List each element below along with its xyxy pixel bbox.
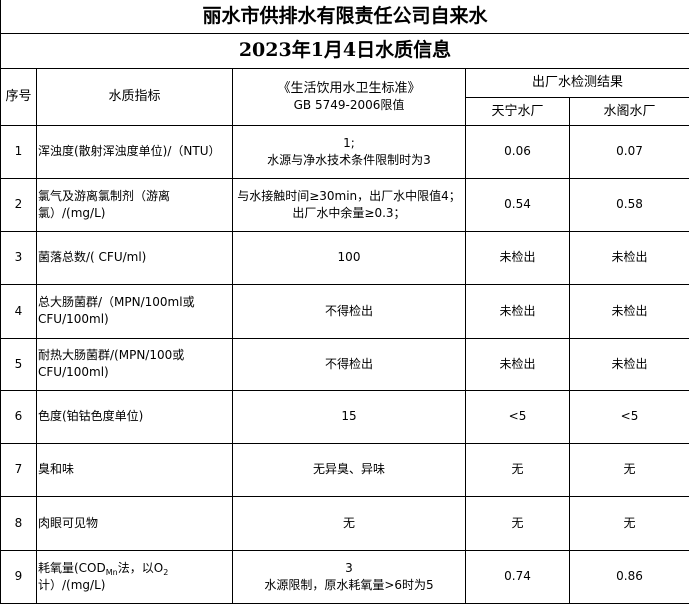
plant1-value: 未检出 [466, 338, 570, 390]
header-standard: 《生活饮用水卫生标准》GB 5749-2006限值 [233, 68, 466, 125]
standard-line: 1; [233, 135, 465, 152]
indicator-text: 计）/(mg/L) [38, 578, 105, 592]
indicator: 浑浊度(散射浑浊度单位)/（NTU） [37, 125, 233, 178]
row-number: 7 [1, 443, 37, 496]
plant1-value: 未检出 [466, 284, 570, 338]
subscript: Mn [106, 568, 118, 577]
header-results: 出厂水检测结果 [466, 68, 689, 97]
header-plant2: 水阁水厂 [570, 97, 689, 125]
table-row: 2 氯气及游离氯制剂（游离氯）/(mg/L) 与水接触时间≥30min，出厂水中… [1, 178, 689, 231]
row-number: 4 [1, 284, 37, 338]
table-row: 3 菌落总数/( CFU/ml) 100 未检出 未检出 [1, 231, 689, 284]
header-indicator: 水质指标 [37, 68, 233, 125]
standard-limit: 无 [233, 496, 466, 550]
page-title: 丽水市供排水有限责任公司自来水 [1, 0, 689, 33]
indicator: 色度(铂钴色度单位) [37, 390, 233, 443]
plant2-value: 未检出 [570, 284, 689, 338]
subscript: 2 [163, 568, 168, 577]
plant2-value: 未检出 [570, 338, 689, 390]
standard-name: 《生活饮用水卫生标准》 [233, 80, 465, 97]
plant2-value: <5 [570, 390, 689, 443]
row-number: 6 [1, 390, 37, 443]
row-number: 1 [1, 125, 37, 178]
table-row: 8 肉眼可见物 无 无 无 [1, 496, 689, 550]
standard-line: 3 [233, 560, 465, 577]
page-subtitle: 2023年1月4日水质信息 [1, 33, 689, 68]
standard-code: GB 5749-2006限值 [233, 97, 465, 114]
indicator: 氯气及游离氯制剂（游离氯）/(mg/L) [37, 178, 233, 231]
plant1-value: 无 [466, 443, 570, 496]
header-plant1: 天宁水厂 [466, 97, 570, 125]
plant1-value: <5 [466, 390, 570, 443]
plant2-value: 无 [570, 496, 689, 550]
standard-limit: 不得检出 [233, 284, 466, 338]
plant1-value: 0.06 [466, 125, 570, 178]
plant1-value: 未检出 [466, 231, 570, 284]
plant2-value: 无 [570, 443, 689, 496]
header-index: 序号 [1, 68, 37, 125]
indicator-text: 耗氧量(COD [38, 561, 106, 575]
plant2-value: 0.58 [570, 178, 689, 231]
plant1-value: 无 [466, 496, 570, 550]
standard-limit: 与水接触时间≥30min，出厂水中限值4；出厂水中余量≥0.3； [233, 178, 466, 231]
standard-line: 水源限制，原水耗氧量>6时为5 [233, 577, 465, 594]
plant2-value: 未检出 [570, 231, 689, 284]
indicator: 耗氧量(CODMn法，以O2 计）/(mg/L) [37, 550, 233, 603]
row-number: 8 [1, 496, 37, 550]
plant1-value: 0.74 [466, 550, 570, 603]
table-row: 7 臭和味 无异臭、异味 无 无 [1, 443, 689, 496]
standard-line: 水源与净水技术条件限制时为3 [233, 152, 465, 169]
row-number: 9 [1, 550, 37, 603]
standard-limit: 1;水源与净水技术条件限制时为3 [233, 125, 466, 178]
indicator-text: 法，以O [118, 561, 163, 575]
table-row: 1 浑浊度(散射浑浊度单位)/（NTU） 1;水源与净水技术条件限制时为3 0.… [1, 125, 689, 178]
table-row: 4 总大肠菌群/（MPN/100ml或CFU/100ml) 不得检出 未检出 未… [1, 284, 689, 338]
standard-limit: 100 [233, 231, 466, 284]
standard-limit: 15 [233, 390, 466, 443]
table-row: 5 耐热大肠菌群/(MPN/100或CFU/100ml) 不得检出 未检出 未检… [1, 338, 689, 390]
table-row: 6 色度(铂钴色度单位) 15 <5 <5 [1, 390, 689, 443]
row-number: 3 [1, 231, 37, 284]
plant1-value: 0.54 [466, 178, 570, 231]
indicator: 肉眼可见物 [37, 496, 233, 550]
indicator: 总大肠菌群/（MPN/100ml或CFU/100ml) [37, 284, 233, 338]
standard-limit: 无异臭、异味 [233, 443, 466, 496]
indicator: 耐热大肠菌群/(MPN/100或CFU/100ml) [37, 338, 233, 390]
row-number: 2 [1, 178, 37, 231]
standard-limit: 不得检出 [233, 338, 466, 390]
plant2-value: 0.07 [570, 125, 689, 178]
indicator: 臭和味 [37, 443, 233, 496]
plant2-value: 0.86 [570, 550, 689, 603]
indicator: 菌落总数/( CFU/ml) [37, 231, 233, 284]
row-number: 5 [1, 338, 37, 390]
